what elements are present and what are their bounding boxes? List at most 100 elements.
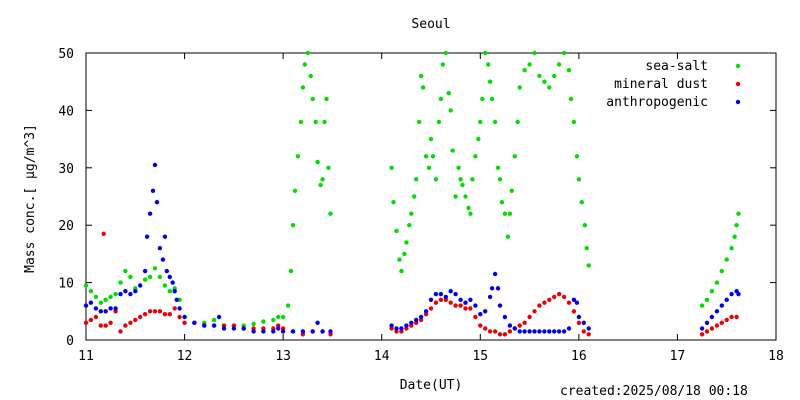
data-point-sea-salt bbox=[709, 289, 715, 294]
data-point-sea-salt bbox=[492, 119, 498, 125]
data-point-sea-salt bbox=[470, 177, 475, 182]
data-point-sea-salt bbox=[418, 73, 424, 79]
x-tick-label: 12 bbox=[177, 349, 193, 364]
data-point-anthropogenic bbox=[714, 309, 720, 314]
data-point-sea-salt bbox=[315, 159, 320, 165]
data-point-anthropogenic bbox=[154, 200, 160, 205]
data-point-anthropogenic bbox=[216, 314, 222, 320]
data-point-anthropogenic bbox=[438, 291, 444, 297]
data-point-sea-salt bbox=[433, 177, 439, 182]
data-point-sea-salt bbox=[322, 119, 327, 125]
data-point-anthropogenic bbox=[571, 297, 577, 302]
data-point-anthropogenic bbox=[458, 297, 463, 302]
x-tick-label: 13 bbox=[275, 349, 291, 364]
x-tick-label: 11 bbox=[78, 349, 94, 364]
data-point-mineral-dust bbox=[108, 320, 113, 325]
data-point-mineral-dust bbox=[162, 312, 168, 317]
data-point-mineral-dust bbox=[458, 303, 463, 308]
data-point-mineral-dust bbox=[586, 332, 591, 337]
data-point-sea-salt bbox=[476, 136, 481, 142]
data-point-anthropogenic bbox=[103, 309, 108, 314]
data-point-anthropogenic bbox=[310, 329, 315, 334]
data-point-anthropogenic bbox=[157, 246, 163, 251]
data-point-mineral-dust bbox=[177, 314, 182, 320]
data-point-anthropogenic bbox=[522, 329, 527, 334]
data-point-sea-salt bbox=[391, 200, 396, 205]
data-point-sea-salt bbox=[320, 177, 325, 182]
data-point-mineral-dust bbox=[438, 297, 444, 302]
data-point-sea-salt bbox=[489, 96, 495, 102]
data-point-anthropogenic bbox=[492, 271, 498, 277]
data-point-sea-salt bbox=[480, 96, 485, 102]
x-tick-label: 15 bbox=[472, 349, 488, 364]
data-point-mineral-dust bbox=[724, 317, 729, 323]
data-point-mineral-dust bbox=[507, 329, 513, 334]
data-point-sea-salt bbox=[719, 268, 724, 274]
legend-label: mineral dust bbox=[614, 77, 708, 92]
data-point-anthropogenic bbox=[487, 294, 493, 300]
data-point-sea-salt bbox=[436, 119, 442, 125]
legend-marker bbox=[735, 81, 741, 87]
data-point-sea-salt bbox=[88, 289, 94, 294]
data-point-sea-salt bbox=[285, 303, 291, 308]
data-point-anthropogenic bbox=[394, 326, 399, 331]
data-point-sea-salt bbox=[394, 228, 399, 234]
data-point-anthropogenic bbox=[174, 297, 179, 302]
x-tick-label: 14 bbox=[374, 349, 390, 364]
data-point-sea-salt bbox=[699, 303, 705, 308]
data-point-mineral-dust bbox=[101, 231, 106, 236]
data-point-anthropogenic bbox=[443, 294, 448, 300]
data-point-sea-salt bbox=[402, 251, 407, 257]
data-point-mineral-dust bbox=[473, 314, 478, 320]
data-point-anthropogenic bbox=[724, 297, 729, 302]
data-point-mineral-dust bbox=[83, 320, 89, 325]
data-point-anthropogenic bbox=[93, 306, 99, 311]
created-timestamp: created:2025/08/18 00:18 bbox=[560, 384, 748, 399]
data-point-mineral-dust bbox=[93, 314, 99, 320]
data-point-sea-salt bbox=[468, 211, 473, 216]
data-point-anthropogenic bbox=[699, 326, 705, 331]
data-point-sea-salt bbox=[414, 177, 419, 182]
data-point-sea-salt bbox=[509, 188, 514, 193]
data-point-sea-salt bbox=[507, 211, 513, 216]
data-point-sea-salt bbox=[495, 165, 501, 170]
data-point-mineral-dust bbox=[103, 323, 108, 328]
data-point-sea-salt bbox=[515, 119, 520, 125]
data-point-mineral-dust bbox=[566, 300, 572, 305]
data-point-sea-salt bbox=[505, 234, 511, 239]
data-point-anthropogenic bbox=[231, 326, 237, 331]
data-point-mineral-dust bbox=[182, 320, 187, 325]
data-point-mineral-dust bbox=[714, 323, 720, 328]
data-point-anthropogenic bbox=[113, 306, 118, 311]
data-point-sea-salt bbox=[147, 274, 153, 280]
data-point-mineral-dust bbox=[561, 294, 567, 300]
x-tick-label: 16 bbox=[571, 349, 587, 364]
data-point-anthropogenic bbox=[729, 291, 734, 297]
data-point-sea-salt bbox=[483, 50, 488, 56]
data-point-sea-salt bbox=[487, 79, 493, 84]
data-point-anthropogenic bbox=[478, 312, 483, 317]
data-point-anthropogenic bbox=[574, 300, 580, 305]
data-point-sea-salt bbox=[310, 96, 315, 102]
data-point-anthropogenic bbox=[182, 314, 187, 320]
data-point-mineral-dust bbox=[157, 309, 163, 314]
y-tick-label: 0 bbox=[66, 334, 74, 349]
data-point-anthropogenic bbox=[271, 329, 276, 334]
data-point-mineral-dust bbox=[522, 320, 527, 325]
data-point-anthropogenic bbox=[556, 329, 562, 334]
data-point-sea-salt bbox=[714, 280, 720, 285]
data-point-mineral-dust bbox=[734, 314, 739, 320]
data-point-anthropogenic bbox=[280, 329, 286, 334]
data-point-sea-salt bbox=[103, 297, 108, 302]
data-point-mineral-dust bbox=[448, 300, 453, 305]
data-point-anthropogenic bbox=[389, 323, 394, 328]
data-point-mineral-dust bbox=[468, 306, 473, 311]
data-point-mineral-dust bbox=[581, 329, 586, 334]
data-point-mineral-dust bbox=[556, 291, 562, 297]
data-point-sea-salt bbox=[456, 165, 461, 170]
data-point-sea-salt bbox=[162, 283, 168, 288]
data-point-sea-salt bbox=[417, 119, 422, 125]
plot-frame bbox=[85, 52, 777, 341]
data-point-mineral-dust bbox=[453, 303, 458, 308]
data-point-mineral-dust bbox=[128, 320, 133, 325]
